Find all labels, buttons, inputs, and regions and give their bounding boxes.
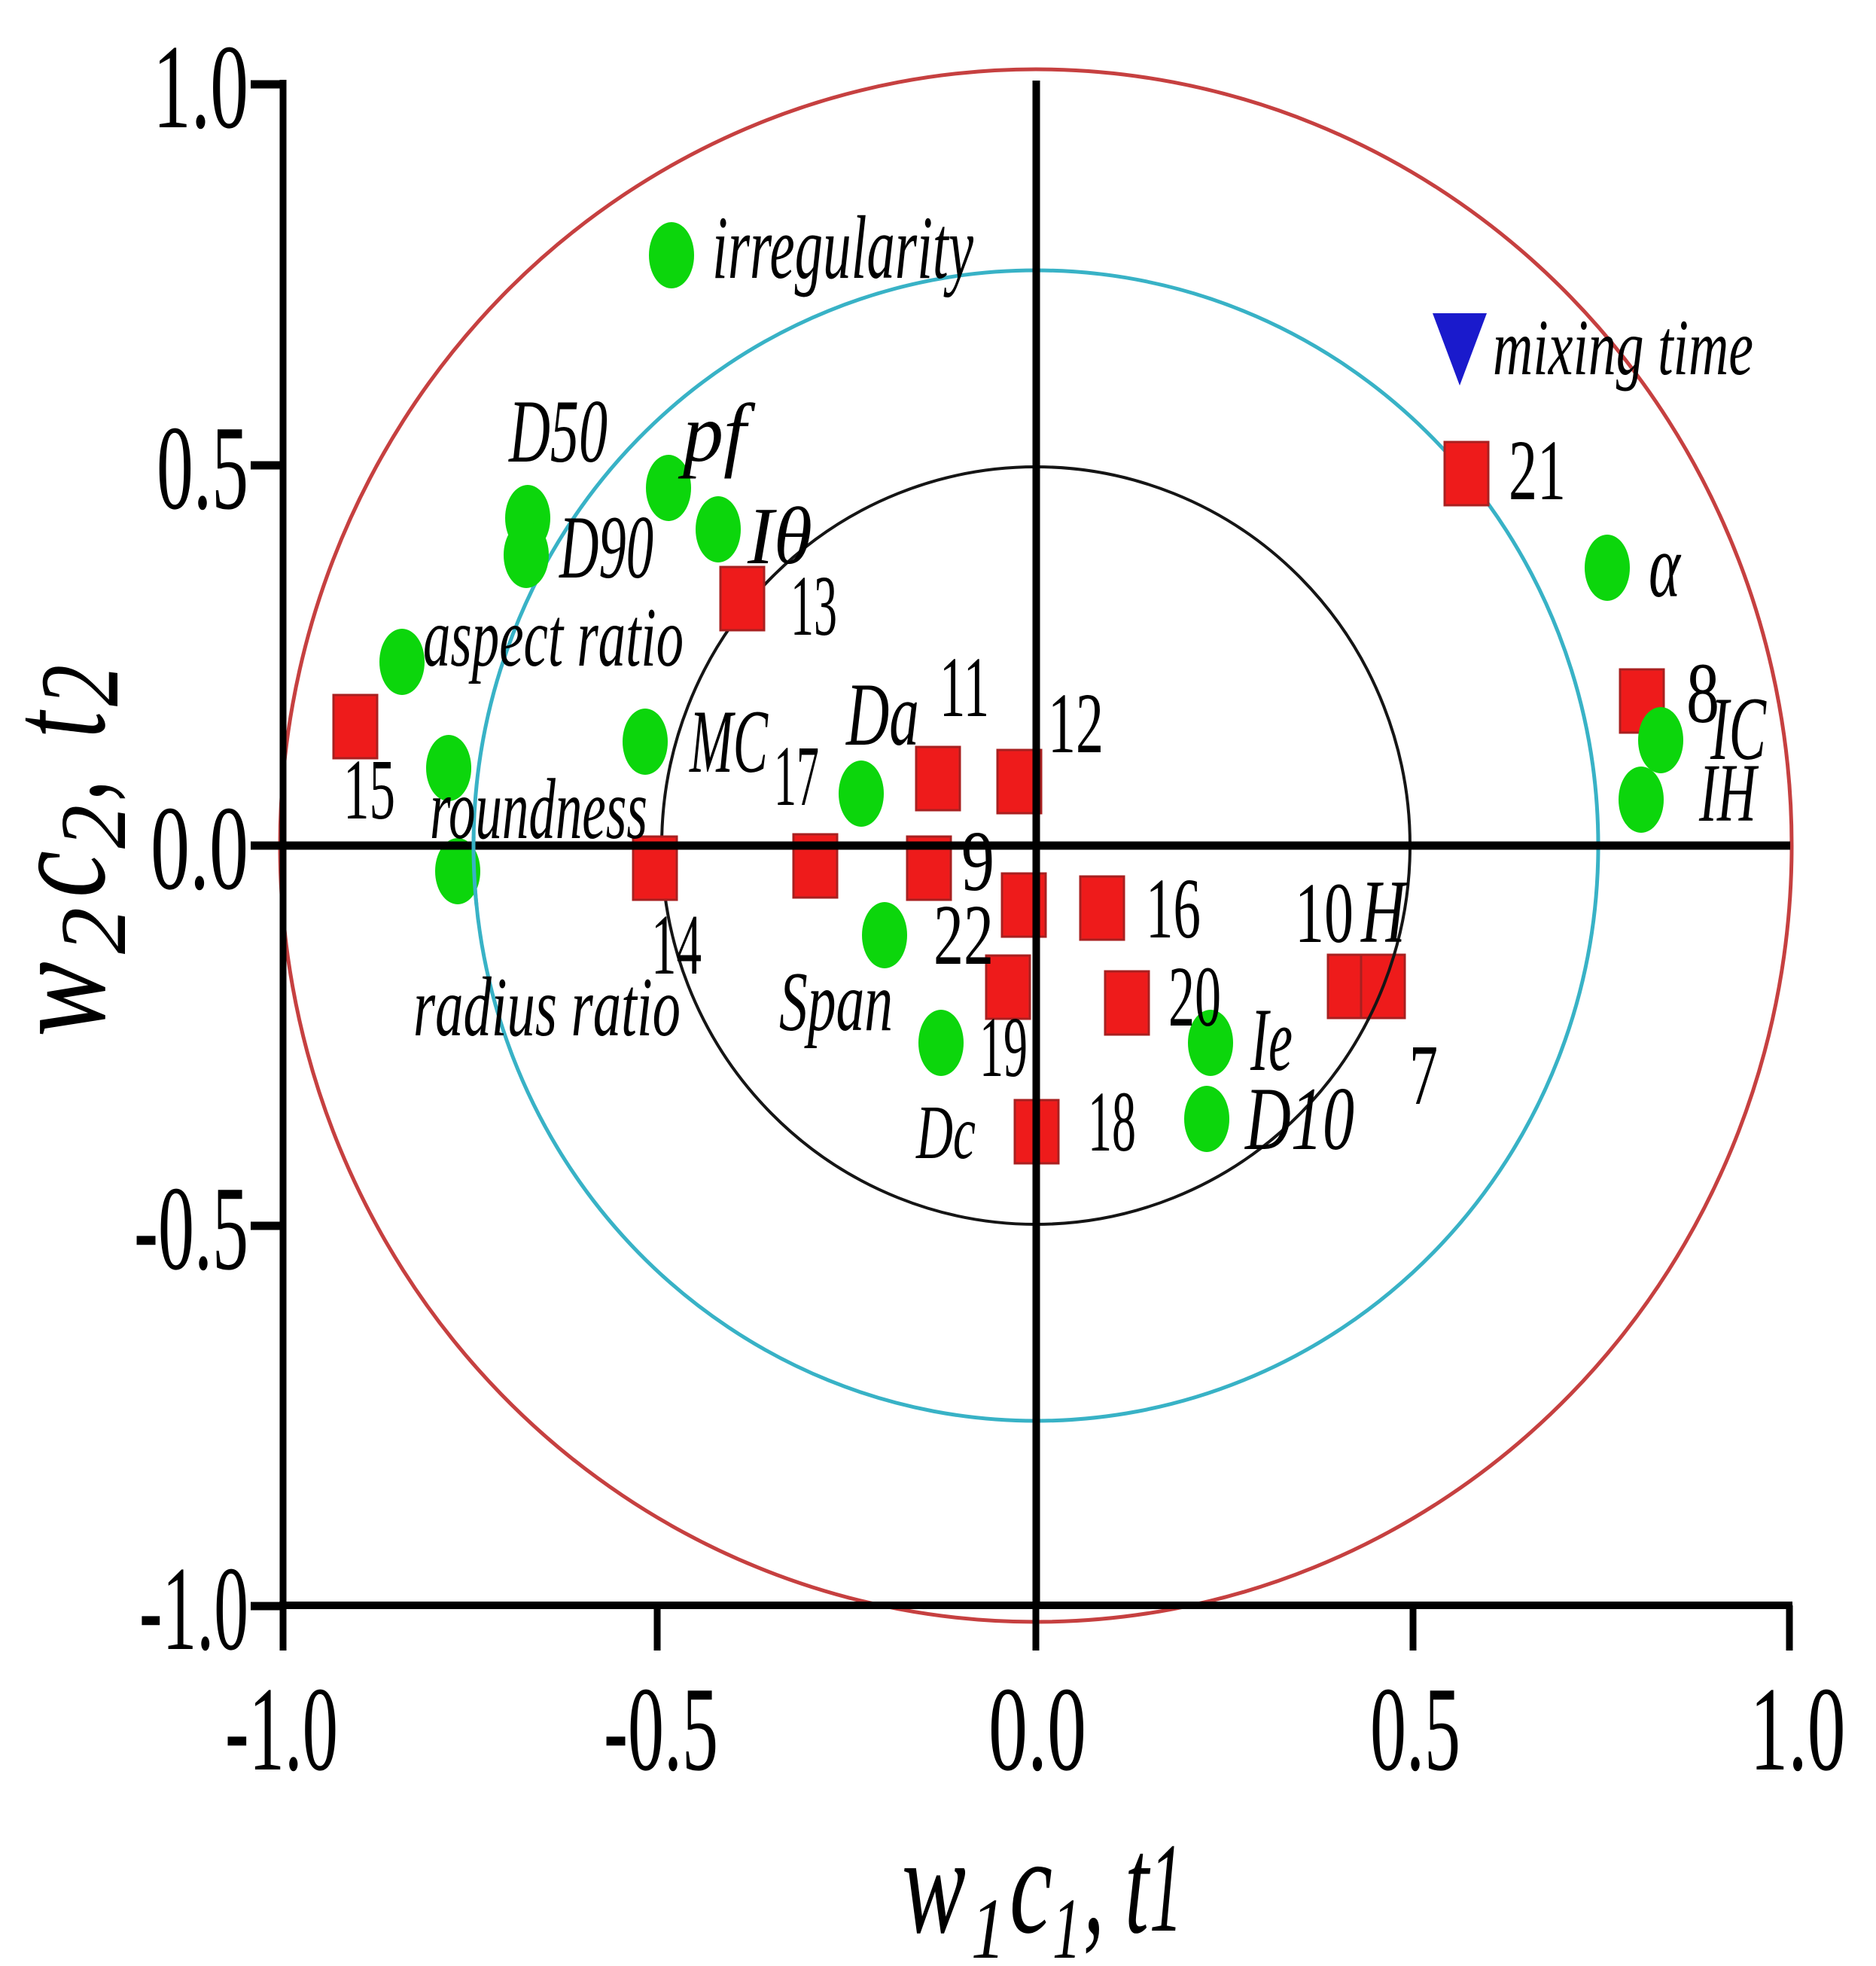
svg-text:H: H xyxy=(1360,861,1409,962)
svg-text:17: 17 xyxy=(774,728,819,824)
svg-text:D50: D50 xyxy=(508,381,608,481)
svg-text:Span: Span xyxy=(779,956,893,1049)
svg-text:8: 8 xyxy=(1686,645,1719,741)
svg-text:roundness: roundness xyxy=(430,761,647,857)
svg-text:D10: D10 xyxy=(1244,1068,1354,1169)
svg-text:-1.0: -1.0 xyxy=(139,1541,248,1675)
svg-text:c: c xyxy=(1010,1809,1052,1963)
svg-text:9: 9 xyxy=(961,813,994,909)
svg-text:1.0: 1.0 xyxy=(153,20,248,154)
svg-text:MC: MC xyxy=(689,691,769,791)
svg-text:16: 16 xyxy=(1146,861,1201,956)
svg-text:aspect ratio: aspect ratio xyxy=(423,591,684,684)
svg-text:2: 2 xyxy=(17,665,142,706)
svg-text:radius ratio: radius ratio xyxy=(413,961,681,1054)
svg-text:15: 15 xyxy=(343,742,395,837)
svg-text:0.5: 0.5 xyxy=(1370,1662,1460,1796)
svg-text:19: 19 xyxy=(979,999,1028,1095)
svg-text:α: α xyxy=(1649,516,1681,616)
svg-text:w: w xyxy=(902,1809,966,1963)
svg-text:1.0: 1.0 xyxy=(1750,1662,1846,1796)
svg-text:1: 1 xyxy=(1052,1881,1081,1966)
svg-text:21: 21 xyxy=(1509,422,1566,518)
svg-text:-0.5: -0.5 xyxy=(604,1662,718,1796)
svg-text:22: 22 xyxy=(933,887,994,983)
svg-text:IC: IC xyxy=(1710,678,1767,779)
svg-text:1: 1 xyxy=(971,1881,1005,1966)
svg-text:w: w xyxy=(0,962,135,1037)
svg-text:Iθ: Iθ xyxy=(747,492,812,581)
svg-text:0.0: 0.0 xyxy=(151,781,248,915)
svg-text:11: 11 xyxy=(940,639,989,735)
svg-text:Da: Da xyxy=(845,664,919,764)
svg-text:2: 2 xyxy=(42,907,146,954)
svg-text:0.0: 0.0 xyxy=(988,1662,1086,1796)
svg-text:14: 14 xyxy=(651,897,702,992)
svg-text:D90: D90 xyxy=(559,497,653,597)
svg-text:10: 10 xyxy=(1295,865,1354,961)
svg-text:13: 13 xyxy=(790,558,837,654)
svg-text:pf: pf xyxy=(678,387,756,479)
svg-text:IH: IH xyxy=(1698,747,1759,839)
svg-text:-0.5: -0.5 xyxy=(134,1161,248,1295)
svg-text:,: , xyxy=(1083,1809,1104,1963)
svg-text:2: 2 xyxy=(42,805,146,849)
svg-text:c: c xyxy=(0,851,135,898)
svg-text:20: 20 xyxy=(1168,949,1221,1044)
svg-text:irregularity: irregularity xyxy=(712,197,973,297)
svg-text:mixing time: mixing time xyxy=(1493,303,1753,392)
svg-text:-1.0: -1.0 xyxy=(225,1662,338,1796)
svg-text:Ie: Ie xyxy=(1250,989,1293,1090)
svg-text:t: t xyxy=(0,709,135,738)
svg-text:12: 12 xyxy=(1048,675,1104,771)
svg-text:t: t xyxy=(1125,1809,1151,1963)
svg-text:,: , xyxy=(0,780,135,801)
svg-text:7: 7 xyxy=(1409,1027,1438,1123)
svg-text:18: 18 xyxy=(1088,1074,1136,1169)
svg-text:Dc: Dc xyxy=(915,1090,976,1175)
svg-text:1: 1 xyxy=(1150,1817,1183,1958)
svg-text:0.5: 0.5 xyxy=(157,401,248,535)
